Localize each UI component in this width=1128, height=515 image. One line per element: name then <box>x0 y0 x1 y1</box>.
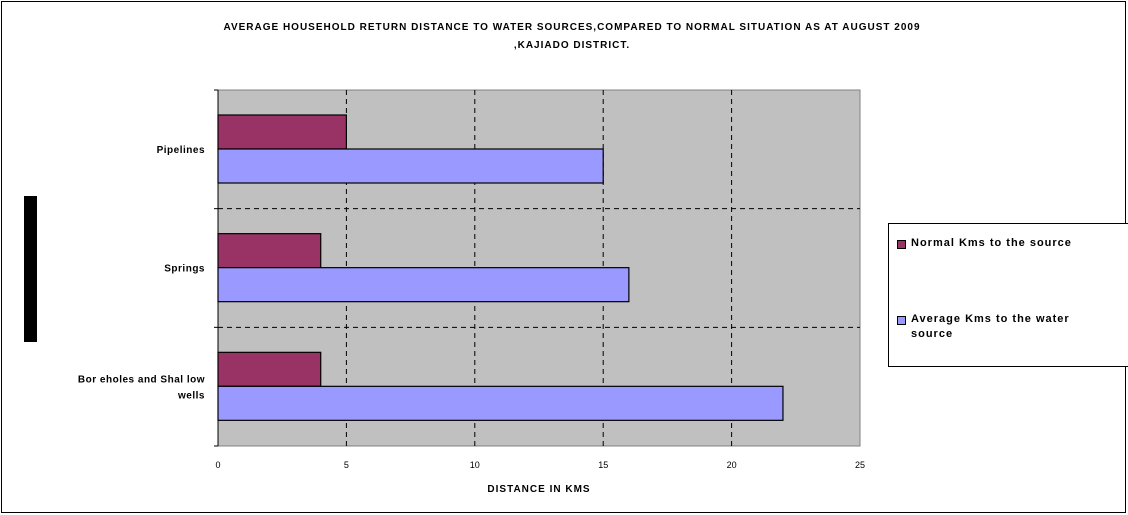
legend-item-normal: Normal Kms to the source <box>897 236 1128 251</box>
x-tick-label-2: 10 <box>470 460 480 470</box>
legend-swatch-average <box>897 316 906 325</box>
chart-title-line-1: AVERAGE HOUSEHOLD RETURN DISTANCE TO WAT… <box>223 22 921 33</box>
x-tick-label-1: 5 <box>344 460 349 470</box>
bar-1-1 <box>217 267 630 303</box>
x-axis-title: DISTANCE IN KMS <box>487 484 590 495</box>
category-label-1-0: Springs <box>164 264 205 275</box>
legend-label-normal: Normal Kms to the source <box>911 237 1072 249</box>
bar-0-2 <box>217 351 322 387</box>
bar-1-2 <box>217 385 784 421</box>
black-bar <box>24 196 37 342</box>
bar-1-0 <box>217 148 604 184</box>
chart-title-line-2: ,KAJIADO DISTRICT. <box>513 40 631 51</box>
legend-label-average-line-1: Average Kms to the water <box>911 313 1070 325</box>
legend: Normal Kms to the source Average Kms to … <box>888 223 1128 367</box>
category-label-2-0: Bor eholes and Shal low <box>78 374 205 385</box>
category-label-2-1: wells <box>177 390 205 401</box>
bar-0-0 <box>217 114 347 150</box>
bar-0-1 <box>217 233 322 269</box>
x-tick-label-0: 0 <box>215 460 220 470</box>
x-tick-label-3: 15 <box>598 460 608 470</box>
legend-swatch-normal <box>897 240 906 249</box>
legend-label-average: Average Kms to the water source <box>911 312 1070 342</box>
legend-item-average: Average Kms to the water source <box>897 312 1128 342</box>
category-label-0-0: Pipelines <box>157 145 205 156</box>
legend-label-average-line-2: source <box>911 328 954 340</box>
x-tick-label-4: 20 <box>727 460 737 470</box>
x-tick-label-5: 25 <box>855 460 865 470</box>
